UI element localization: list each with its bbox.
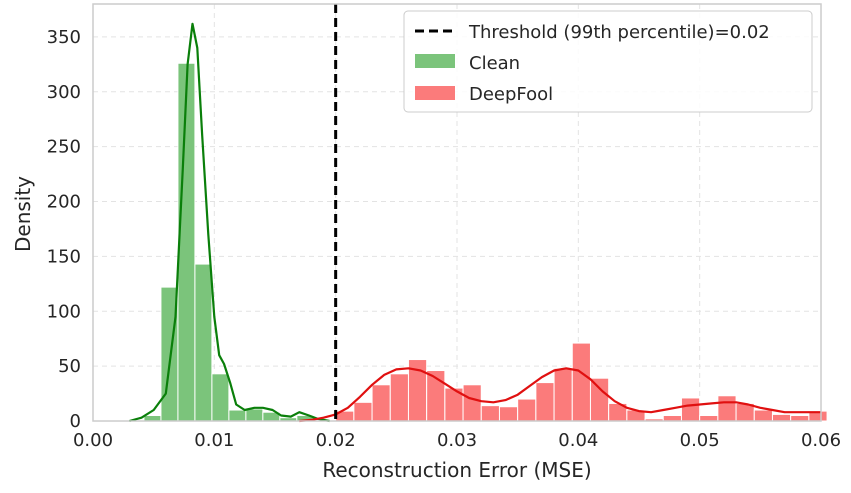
deepfool-bar — [717, 395, 737, 422]
deepfool-bar — [462, 384, 482, 422]
x-tick-label: 0.04 — [558, 430, 598, 451]
y-tick-label: 300 — [47, 82, 81, 103]
kde-lines — [129, 22, 821, 423]
y-tick-label: 250 — [47, 137, 81, 158]
clean-bar — [143, 415, 162, 422]
x-axis-label: Reconstruction Error (MSE) — [322, 458, 591, 482]
y-tick-label: 150 — [47, 246, 81, 267]
clean-bar — [194, 263, 213, 422]
legend-deepfool-label: DeepFool — [469, 84, 553, 105]
deepfool-bar — [571, 342, 591, 422]
clean-bar — [177, 62, 196, 422]
legend-threshold-label: Threshold (99th percentile)=0.02 — [468, 22, 770, 43]
deepfool-bar — [553, 367, 573, 422]
deepfool-bar — [662, 415, 682, 422]
y-axis-ticks: 0 50 100 150 200 250 300 350 — [47, 27, 81, 432]
deepfool-bar — [498, 406, 519, 422]
legend-deepfool-swatch — [415, 86, 455, 100]
clean-bar — [228, 409, 247, 422]
y-tick-label: 350 — [47, 27, 81, 48]
x-tick-label: 0.02 — [316, 430, 356, 451]
x-tick-label: 0.00 — [73, 430, 113, 451]
x-tick-label: 0.06 — [801, 430, 841, 451]
deepfool-bars — [335, 342, 828, 422]
x-tick-label: 0.01 — [194, 430, 234, 451]
clean-bar — [245, 408, 264, 422]
plot-frame — [92, 3, 822, 422]
deepfool-bar — [790, 415, 810, 422]
y-tick-label: 0 — [70, 411, 81, 432]
x-tick-label: 0.03 — [437, 430, 477, 451]
clean-kde-line — [129, 22, 330, 423]
x-axis-ticks: 0.00 0.01 0.02 0.03 0.04 0.05 0.06 — [73, 430, 841, 451]
legend: Threshold (99th percentile)=0.02 Clean D… — [403, 10, 813, 113]
deepfool-bar — [389, 373, 409, 422]
deepfool-bar — [371, 384, 391, 422]
deepfool-bar — [480, 405, 500, 422]
clean-bar — [211, 373, 230, 422]
deepfool-bar — [517, 398, 537, 422]
y-tick-label: 50 — [58, 356, 81, 377]
y-axis-label: Density — [11, 176, 35, 252]
deepfool-bar — [535, 382, 555, 422]
deepfool-bar — [589, 377, 610, 422]
clean-bars — [143, 62, 315, 422]
y-tick-label: 100 — [47, 301, 81, 322]
x-tick-label: 0.05 — [680, 430, 720, 451]
legend-clean-label: Clean — [469, 53, 520, 74]
y-tick-label: 200 — [47, 192, 81, 213]
deepfool-bar — [771, 413, 792, 422]
deepfool-bar — [699, 415, 719, 422]
deepfool-kde-line — [299, 367, 821, 423]
deepfool-bar — [680, 397, 701, 422]
legend-box — [403, 10, 813, 113]
deepfool-bar — [353, 401, 373, 422]
legend-clean-swatch — [415, 54, 455, 68]
deepfool-bar — [753, 409, 773, 422]
